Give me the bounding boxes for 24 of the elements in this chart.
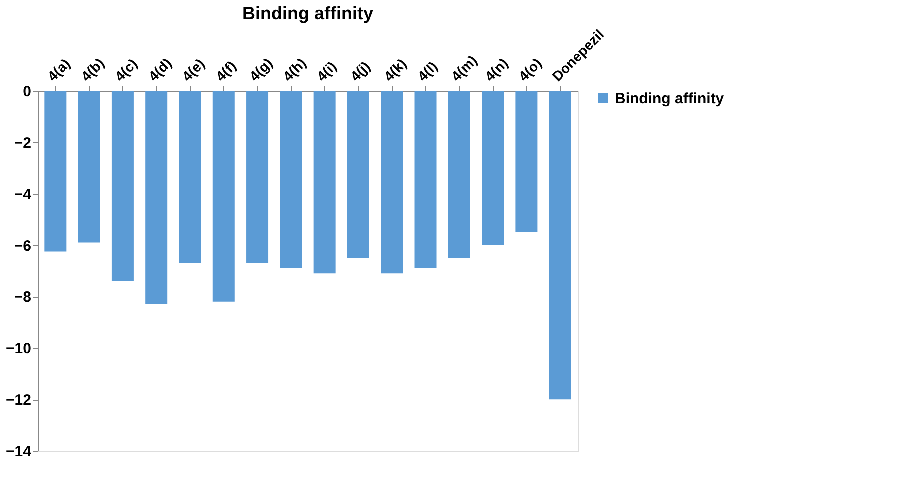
x-tick-label: 4(o)	[515, 55, 545, 84]
x-tick-label: 4(a)	[44, 56, 74, 84]
x-tick-label: 4(d)	[145, 55, 175, 84]
y-tick-label: −6	[14, 238, 32, 255]
y-tick-label: −10	[6, 340, 32, 358]
x-tick-label: 4(e)	[178, 56, 208, 84]
x-tick-label: 4(k)	[380, 56, 410, 84]
legend-label: Binding affinity	[615, 90, 725, 108]
y-tick-label: −12	[6, 392, 32, 410]
y-tick-label: −4	[14, 186, 32, 204]
x-tick-label: 4(g)	[246, 55, 276, 84]
x-tick-label: 4(i)	[314, 58, 340, 84]
x-tick-label: 4(f)	[212, 58, 240, 84]
y-tick-label: −14	[6, 444, 32, 460]
y-tick-label: −2	[14, 134, 32, 152]
x-tick-label: 4(j)	[347, 58, 374, 84]
x-tick-label: 4(n)	[482, 55, 512, 84]
x-tick-label: 4(b)	[78, 55, 108, 84]
y-tick-label: −8	[14, 289, 32, 306]
x-tick-label: 4(c)	[112, 56, 141, 84]
x-tick-label: 4(h)	[280, 55, 310, 84]
chart-title: Binding affinity	[242, 3, 374, 24]
x-tick-label: 4(l)	[414, 58, 441, 84]
y-tick-label: 0	[23, 84, 32, 100]
